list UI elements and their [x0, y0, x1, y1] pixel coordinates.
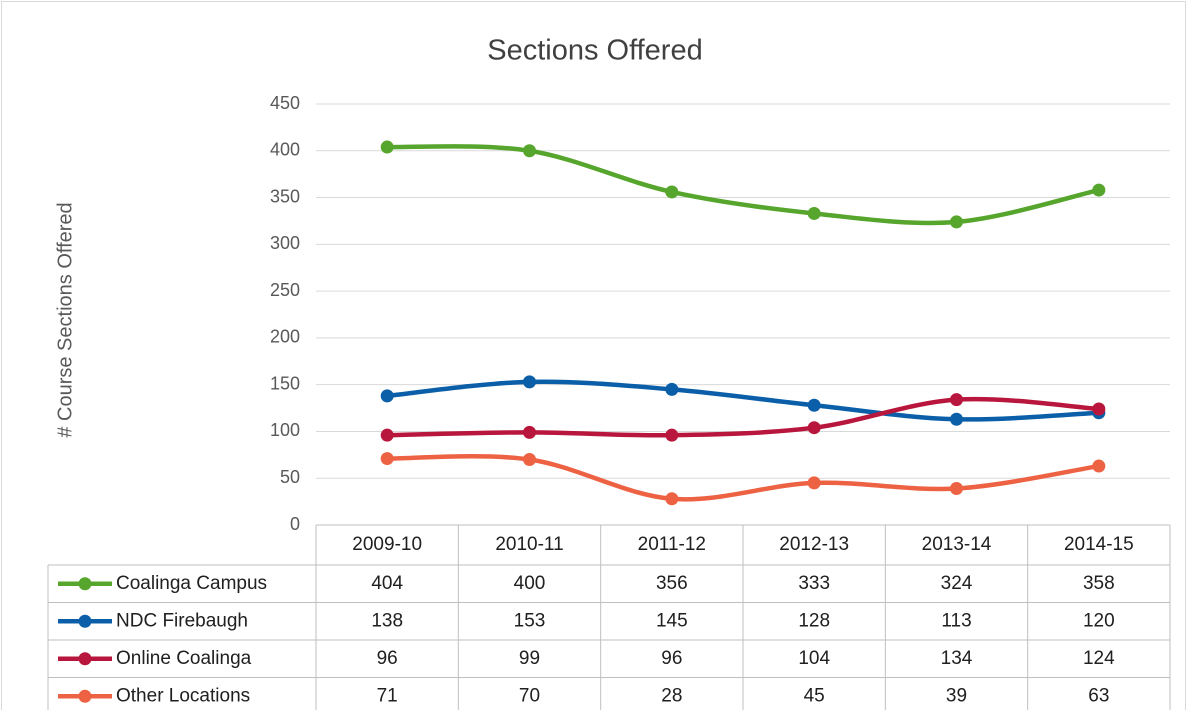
table-value: 96	[377, 648, 398, 669]
x-tick-label: 2014-15	[1064, 534, 1134, 555]
marker	[380, 140, 394, 154]
table-value: 333	[798, 573, 830, 594]
marker	[665, 382, 679, 396]
table-value: 404	[371, 573, 403, 594]
y-tick-label: 100	[270, 420, 300, 440]
table-value: 104	[798, 648, 830, 669]
table-value: 128	[798, 610, 830, 631]
marker	[950, 215, 963, 229]
y-tick-label: 300	[270, 233, 300, 253]
table-value: 400	[514, 573, 546, 594]
marker	[1092, 402, 1106, 416]
marker	[380, 389, 394, 403]
marker	[1092, 459, 1106, 473]
table-value: 28	[661, 685, 682, 706]
marker	[807, 421, 821, 435]
y-tick-label: 0	[290, 514, 300, 534]
legend-label: Online Coalinga	[116, 648, 252, 669]
y-tick-label: 50	[280, 467, 300, 487]
marker	[807, 476, 821, 490]
table-value: 71	[377, 685, 398, 706]
table-value: 120	[1083, 610, 1115, 631]
marker	[950, 482, 963, 496]
marker	[950, 393, 963, 407]
marker	[523, 453, 536, 467]
table-value: 39	[946, 685, 967, 706]
marker	[380, 428, 394, 442]
series-line	[384, 454, 1102, 502]
table-value: 99	[519, 648, 540, 669]
marker	[523, 425, 536, 439]
y-tick-label: 200	[270, 327, 300, 347]
marker	[523, 144, 536, 158]
x-tick-label: 2013-14	[922, 534, 992, 555]
table-value: 124	[1083, 648, 1115, 669]
marker	[380, 452, 394, 466]
y-tick-label: 400	[270, 140, 300, 160]
table-value: 145	[656, 610, 688, 631]
marker	[807, 206, 821, 220]
marker	[665, 185, 679, 199]
x-tick-label: 2009-10	[352, 534, 422, 555]
marker	[523, 375, 536, 389]
y-tick-label: 150	[270, 373, 300, 393]
legend-key-marker	[78, 577, 92, 591]
x-tick-label: 2010-11	[495, 534, 563, 555]
legend-label: Other Locations	[116, 685, 250, 706]
x-tick-label: 2012-13	[779, 534, 849, 555]
table-value: 63	[1088, 685, 1109, 706]
table-value: 358	[1083, 573, 1115, 594]
series-line	[384, 396, 1102, 438]
table-value: 324	[941, 573, 973, 594]
y-tick-label: 450	[270, 93, 300, 113]
y-tick-label: 350	[270, 186, 300, 206]
marker	[665, 428, 679, 442]
legend-label: Coalinga Campus	[116, 573, 267, 594]
marker	[950, 412, 963, 426]
table-value: 70	[519, 685, 540, 706]
chart-title: Sections Offered	[487, 35, 702, 67]
series-line	[384, 144, 1102, 226]
legend-key-marker	[78, 652, 92, 666]
table-value: 138	[371, 610, 403, 631]
y-tick-label: 250	[270, 280, 300, 300]
table-value: 134	[941, 648, 973, 669]
marker	[665, 492, 679, 506]
legend-label: NDC Firebaugh	[116, 610, 248, 631]
legend-key-marker	[78, 689, 92, 703]
table-value: 356	[656, 573, 688, 594]
table-value: 153	[514, 610, 546, 631]
x-tick-label: 2011-12	[638, 534, 706, 555]
table-value: 45	[804, 685, 825, 706]
table-value: 113	[941, 610, 971, 631]
series-line	[384, 379, 1102, 422]
marker	[807, 398, 821, 412]
table-value: 96	[661, 648, 682, 669]
y-axis-label: # Course Sections Offered	[54, 202, 76, 437]
legend-key-marker	[78, 614, 92, 628]
marker	[1092, 183, 1106, 197]
